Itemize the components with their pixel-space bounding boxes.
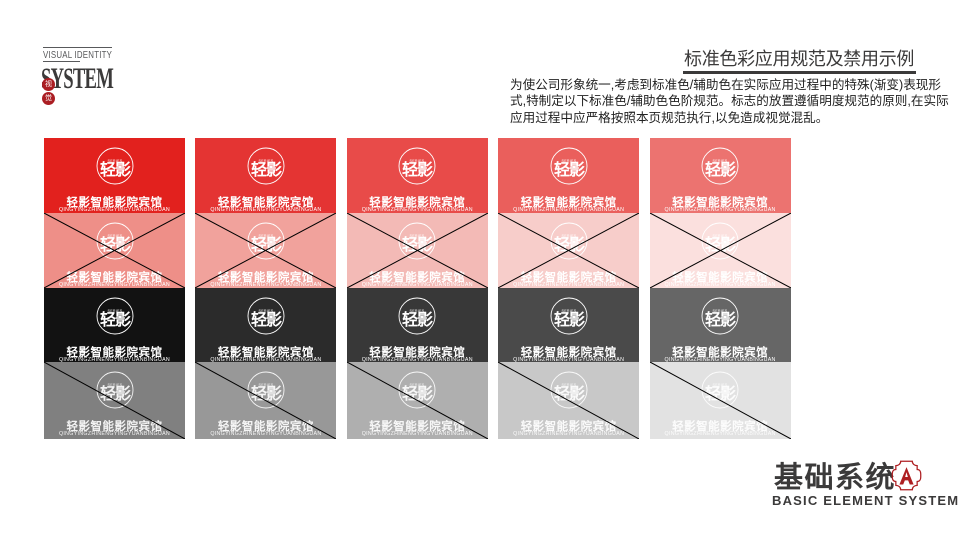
svg-text:轻影: 轻影 — [705, 160, 736, 179]
svg-text:轻影: 轻影 — [402, 310, 433, 329]
svg-text:轻影: 轻影 — [99, 310, 130, 329]
svg-text:轻影: 轻影 — [251, 160, 282, 179]
svg-text:轻影: 轻影 — [402, 160, 433, 179]
svg-text:轻影: 轻影 — [99, 160, 130, 179]
svg-text:轻影: 轻影 — [554, 310, 585, 329]
svg-text:轻影: 轻影 — [705, 310, 736, 329]
svg-text:轻影: 轻影 — [554, 160, 585, 179]
svg-text:轻影: 轻影 — [251, 310, 282, 329]
